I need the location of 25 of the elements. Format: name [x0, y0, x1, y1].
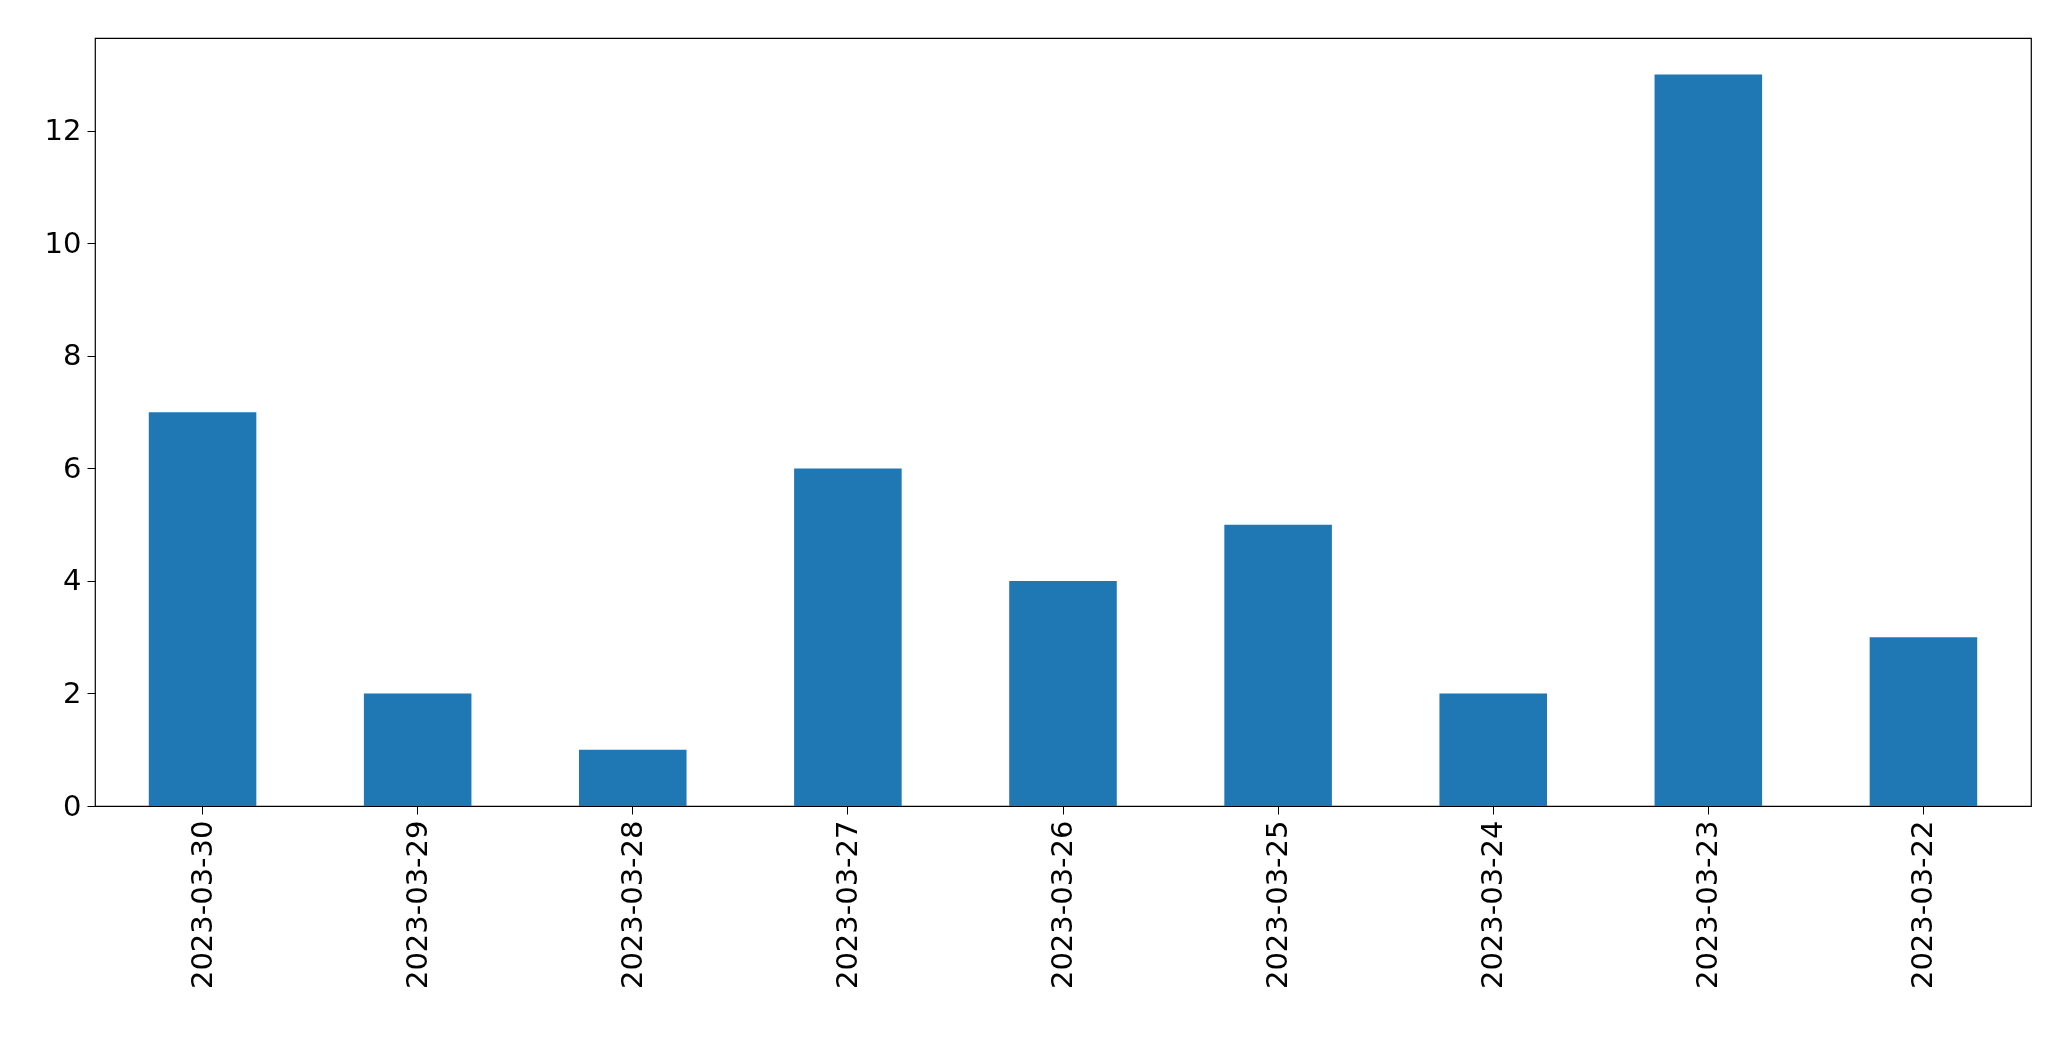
x-tick-label: 2023-03-25: [1260, 820, 1295, 990]
y-tick-label: 10: [44, 225, 82, 260]
x-tick-label: 2023-03-26: [1045, 820, 1079, 990]
x-tick-label: 2023-03-24: [1475, 820, 1510, 990]
x-tick-label: 2023-03-30: [184, 820, 219, 990]
bar: [1009, 580, 1117, 806]
x-tick-label: 2023-03-23: [1690, 820, 1725, 990]
bar: [1439, 693, 1547, 806]
bar: [579, 749, 687, 806]
x-tick-label: 2023-03-28: [614, 820, 649, 990]
bar: [148, 412, 257, 806]
bar: [794, 468, 902, 806]
x-tick-label: 2023-03-29: [399, 820, 434, 990]
x-tick-label: 2023-03-27: [829, 820, 864, 990]
bar: [1654, 74, 1763, 806]
y-tick-label: 0: [63, 788, 82, 823]
bar: [363, 693, 472, 806]
bar: [1869, 637, 1978, 806]
y-tick-label: 4: [63, 563, 82, 598]
x-tick-label: 2023-03-22: [1905, 820, 1940, 990]
y-tick-label: 12: [44, 113, 82, 148]
y-tick-label: 2: [63, 675, 82, 710]
y-tick-label: 8: [63, 338, 82, 373]
bar: [1224, 524, 1332, 806]
y-tick-label: 6: [63, 450, 82, 485]
